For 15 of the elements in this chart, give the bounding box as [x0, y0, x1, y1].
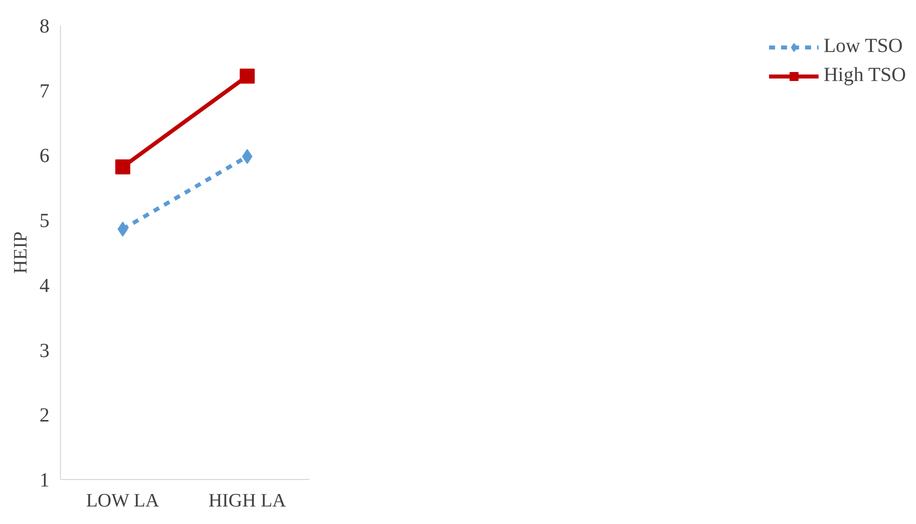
legend-label: High TSO [824, 64, 906, 87]
y-tick-label: 1 [40, 470, 50, 492]
legend-label: Low TSO [824, 35, 903, 58]
y-tick-label: 3 [40, 340, 50, 362]
y-tick-label: 4 [40, 274, 50, 297]
y-tick-label: 8 [40, 16, 50, 38]
y-tick-label: 7 [40, 80, 50, 102]
y-axis-title: HEIP [10, 231, 32, 274]
y-tick-label: 6 [40, 145, 50, 168]
y-tick-label: 5 [40, 210, 50, 232]
point [240, 68, 255, 84]
x-tick-label: HIGH LA [208, 490, 286, 512]
point [115, 159, 130, 174]
y-tick-label: 2 [40, 404, 50, 427]
x-tick-label: LOW LA [86, 490, 160, 512]
